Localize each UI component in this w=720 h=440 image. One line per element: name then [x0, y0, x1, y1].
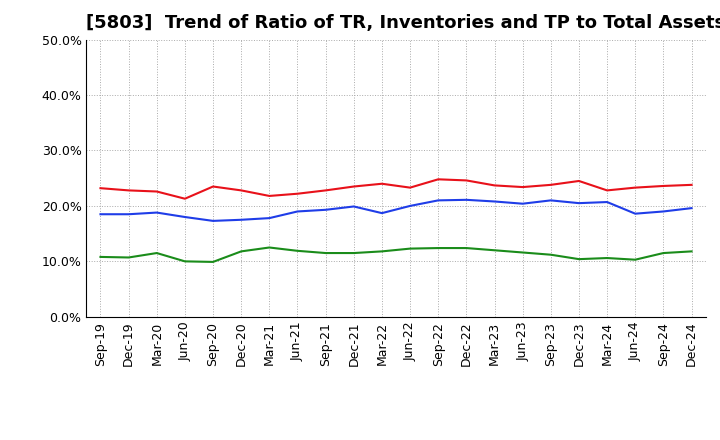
Inventories [546, 198, 555, 203]
Inventories [518, 201, 527, 206]
Inventories [153, 210, 161, 215]
Trade Payables [659, 250, 667, 256]
Trade Receivables [125, 188, 133, 193]
Trade Receivables [181, 196, 189, 202]
Inventories [462, 197, 471, 202]
Inventories [209, 218, 217, 224]
Line: Trade Receivables: Trade Receivables [101, 180, 691, 199]
Trade Receivables [490, 183, 499, 188]
Trade Payables [377, 249, 386, 254]
Inventories [406, 203, 415, 209]
Trade Receivables [96, 186, 105, 191]
Trade Payables [603, 255, 611, 260]
Trade Payables [181, 259, 189, 264]
Inventories [265, 216, 274, 221]
Trade Receivables [546, 182, 555, 187]
Trade Receivables [631, 185, 639, 190]
Trade Payables [265, 245, 274, 250]
Trade Receivables [687, 182, 696, 187]
Trade Receivables [293, 191, 302, 196]
Trade Payables [546, 252, 555, 257]
Trade Payables [153, 250, 161, 256]
Text: [5803]  Trend of Ratio of TR, Inventories and TP to Total Assets: [5803] Trend of Ratio of TR, Inventories… [86, 15, 720, 33]
Trade Payables [96, 254, 105, 260]
Inventories [631, 211, 639, 216]
Line: Inventories: Inventories [101, 200, 691, 221]
Trade Payables [293, 248, 302, 253]
Trade Receivables [462, 178, 471, 183]
Trade Receivables [659, 183, 667, 189]
Inventories [293, 209, 302, 214]
Trade Payables [349, 250, 358, 256]
Trade Receivables [603, 188, 611, 193]
Trade Receivables [153, 189, 161, 194]
Trade Receivables [321, 188, 330, 193]
Trade Receivables [434, 177, 443, 182]
Trade Receivables [237, 188, 246, 193]
Inventories [237, 217, 246, 222]
Trade Receivables [518, 184, 527, 190]
Trade Payables [462, 246, 471, 251]
Inventories [687, 205, 696, 211]
Trade Payables [575, 257, 583, 262]
Trade Payables [125, 255, 133, 260]
Trade Receivables [265, 193, 274, 198]
Inventories [575, 201, 583, 206]
Trade Payables [687, 249, 696, 254]
Trade Receivables [209, 184, 217, 189]
Trade Payables [490, 248, 499, 253]
Trade Receivables [377, 181, 386, 187]
Trade Payables [237, 249, 246, 254]
Trade Payables [631, 257, 639, 262]
Trade Payables [321, 250, 330, 256]
Line: Trade Payables: Trade Payables [101, 247, 691, 262]
Inventories [603, 199, 611, 205]
Inventories [349, 204, 358, 209]
Trade Receivables [406, 185, 415, 190]
Inventories [321, 207, 330, 213]
Trade Payables [406, 246, 415, 251]
Trade Receivables [349, 184, 358, 189]
Inventories [96, 212, 105, 217]
Trade Receivables [575, 178, 583, 183]
Inventories [181, 214, 189, 220]
Inventories [434, 198, 443, 203]
Inventories [125, 212, 133, 217]
Trade Payables [434, 246, 443, 251]
Inventories [659, 209, 667, 214]
Trade Payables [209, 259, 217, 264]
Inventories [377, 210, 386, 216]
Trade Payables [518, 250, 527, 255]
Inventories [490, 199, 499, 204]
